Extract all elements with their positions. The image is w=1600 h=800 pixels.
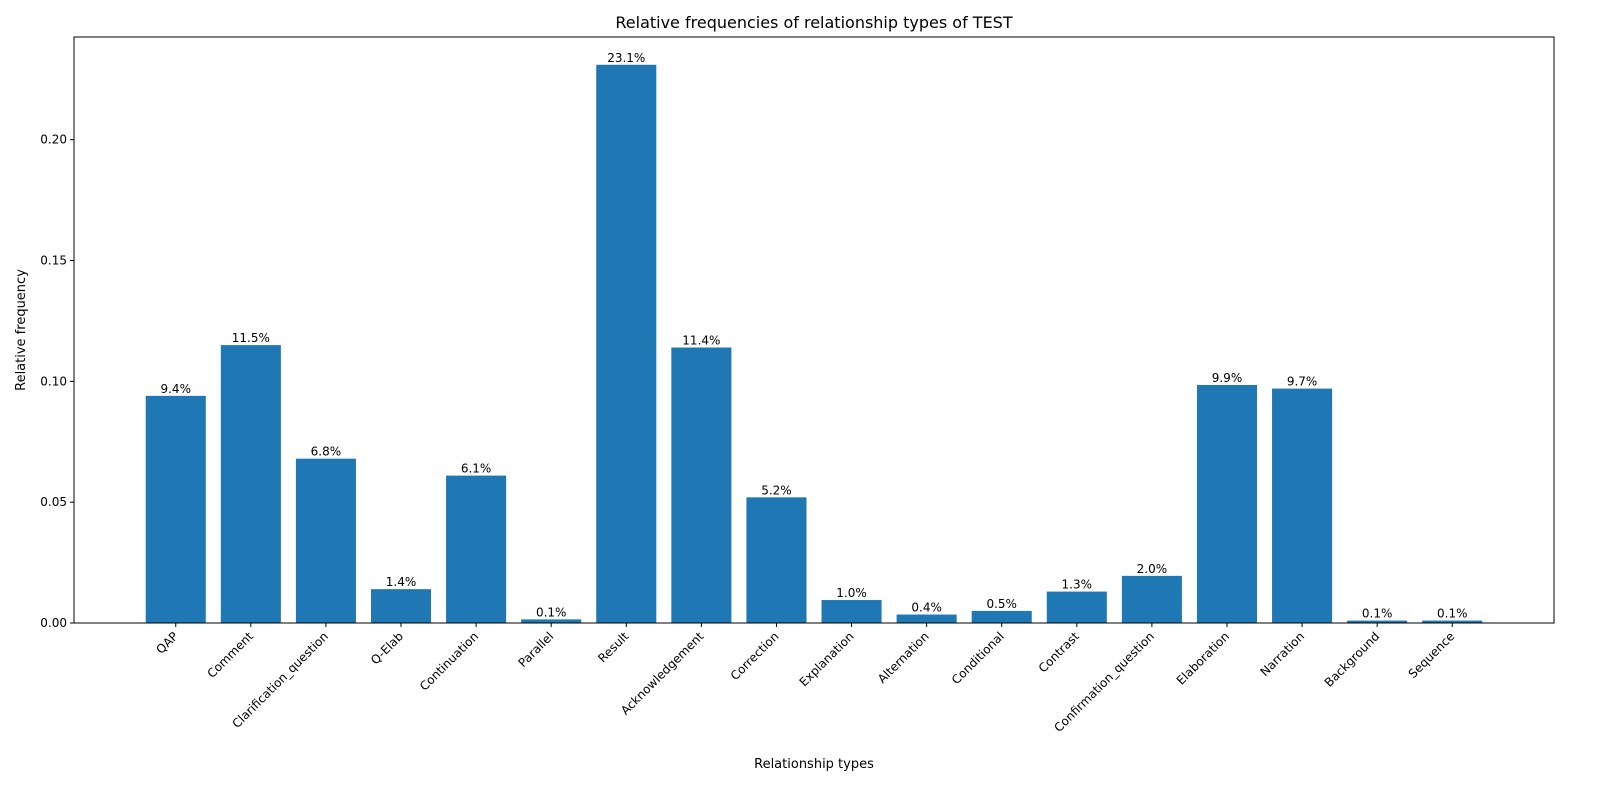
x-tick-label: Conditional [949, 629, 1007, 687]
plot-area: 0.00 0.05 0.10 0.15 0.20 9.4% QAP 11.5% Comment 6… [40, 51, 1483, 735]
x-tick-label: Continuation [417, 629, 481, 693]
bar [295, 458, 356, 623]
x-tick-label: Comment [204, 629, 256, 681]
x-tick-label: QAP [153, 629, 180, 656]
bar [1272, 388, 1333, 623]
x-tick-label: Correction [728, 629, 782, 683]
bar [746, 497, 807, 623]
x-axis-label: Relationship types [754, 757, 874, 772]
data-label: 9.4% [160, 382, 191, 396]
data-label: 6.8% [311, 445, 342, 459]
plot-frame [73, 36, 1555, 624]
chart-title: Relative frequencies of relationship typ… [615, 13, 1012, 32]
data-label: 9.9% [1212, 371, 1243, 385]
data-label: 5.2% [761, 483, 792, 497]
x-tick-label: Parallel [515, 629, 556, 670]
bar [446, 475, 507, 623]
bar [821, 600, 882, 623]
x-tick-label: Explanation [797, 629, 857, 689]
bar [220, 345, 281, 623]
data-label: 0.1% [1362, 607, 1393, 621]
data-label: 0.1% [1437, 607, 1468, 621]
data-label: 23.1% [607, 51, 645, 65]
bar [1121, 575, 1182, 623]
bar [1422, 620, 1483, 623]
data-label: 9.7% [1287, 375, 1318, 389]
x-tick-label: Background [1322, 629, 1383, 690]
x-tick-label: Q-Elab [368, 629, 406, 667]
data-label: 1.3% [1062, 578, 1093, 592]
bar [145, 395, 206, 623]
bar [1046, 591, 1107, 623]
x-tick-label: Acknowledgement [618, 629, 707, 718]
y-tick-label: 0.10 [40, 374, 67, 388]
x-tick-label: Contrast [1036, 629, 1082, 675]
bar [971, 610, 1032, 623]
data-label: 6.1% [461, 462, 492, 476]
bar [521, 619, 582, 623]
data-label: 0.5% [986, 597, 1017, 611]
x-tick-label: Elaboration [1174, 629, 1232, 687]
y-tick-label: 0.15 [40, 254, 67, 268]
y-tick-label: 0.00 [40, 616, 67, 630]
data-label: 11.5% [232, 331, 270, 345]
bar [896, 614, 957, 623]
bar [1196, 384, 1258, 623]
data-label: 0.4% [911, 601, 942, 615]
x-tick-label: Result [595, 629, 631, 665]
x-tick-label: Alternation [875, 629, 932, 686]
data-label: 0.1% [536, 605, 567, 619]
bar [1347, 620, 1408, 623]
data-label: 1.4% [386, 575, 417, 589]
data-label: 11.4% [682, 334, 720, 348]
data-label: 2.0% [1137, 562, 1168, 576]
bar [596, 64, 657, 624]
y-axis-label: Relative frequency [14, 269, 29, 391]
x-tick-label: Sequence [1406, 629, 1458, 681]
x-tick-label: Narration [1257, 629, 1307, 679]
y-tick-label: 0.05 [40, 495, 67, 509]
bar [370, 589, 432, 623]
data-label: 1.0% [836, 586, 867, 600]
bar [671, 347, 732, 623]
y-tick-label: 0.20 [40, 133, 67, 147]
